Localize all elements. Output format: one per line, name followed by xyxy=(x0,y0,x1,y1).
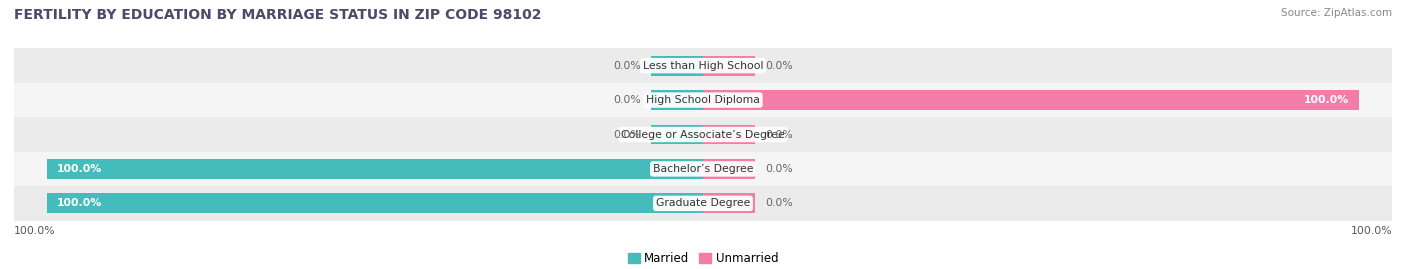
Bar xyxy=(703,90,1360,110)
Legend: Married, Unmarried: Married, Unmarried xyxy=(623,247,783,269)
Text: Less than High School: Less than High School xyxy=(643,61,763,71)
Text: 0.0%: 0.0% xyxy=(765,198,793,208)
Bar xyxy=(651,56,703,76)
Text: FERTILITY BY EDUCATION BY MARRIAGE STATUS IN ZIP CODE 98102: FERTILITY BY EDUCATION BY MARRIAGE STATU… xyxy=(14,8,541,22)
Text: 0.0%: 0.0% xyxy=(613,61,641,71)
Bar xyxy=(703,159,755,179)
Text: 0.0%: 0.0% xyxy=(765,164,793,174)
Text: 100.0%: 100.0% xyxy=(14,226,56,236)
Text: 100.0%: 100.0% xyxy=(1350,226,1392,236)
Text: College or Associate’s Degree: College or Associate’s Degree xyxy=(621,129,785,140)
Bar xyxy=(703,56,755,76)
Text: Graduate Degree: Graduate Degree xyxy=(655,198,751,208)
Text: 100.0%: 100.0% xyxy=(56,198,103,208)
Text: 100.0%: 100.0% xyxy=(56,164,103,174)
Text: Source: ZipAtlas.com: Source: ZipAtlas.com xyxy=(1281,8,1392,18)
Text: Bachelor’s Degree: Bachelor’s Degree xyxy=(652,164,754,174)
Bar xyxy=(14,152,1392,186)
Text: 0.0%: 0.0% xyxy=(765,61,793,71)
Text: 100.0%: 100.0% xyxy=(1303,95,1350,105)
Bar xyxy=(651,90,703,110)
Bar xyxy=(14,83,1392,117)
Bar xyxy=(703,125,755,144)
Bar xyxy=(703,193,755,213)
Text: 0.0%: 0.0% xyxy=(613,95,641,105)
Bar xyxy=(46,193,703,213)
Bar xyxy=(14,48,1392,83)
Text: High School Diploma: High School Diploma xyxy=(647,95,759,105)
Bar xyxy=(14,186,1392,221)
Bar xyxy=(651,125,703,144)
Text: 0.0%: 0.0% xyxy=(613,129,641,140)
Bar xyxy=(14,117,1392,152)
Text: 0.0%: 0.0% xyxy=(765,129,793,140)
Bar xyxy=(46,159,703,179)
